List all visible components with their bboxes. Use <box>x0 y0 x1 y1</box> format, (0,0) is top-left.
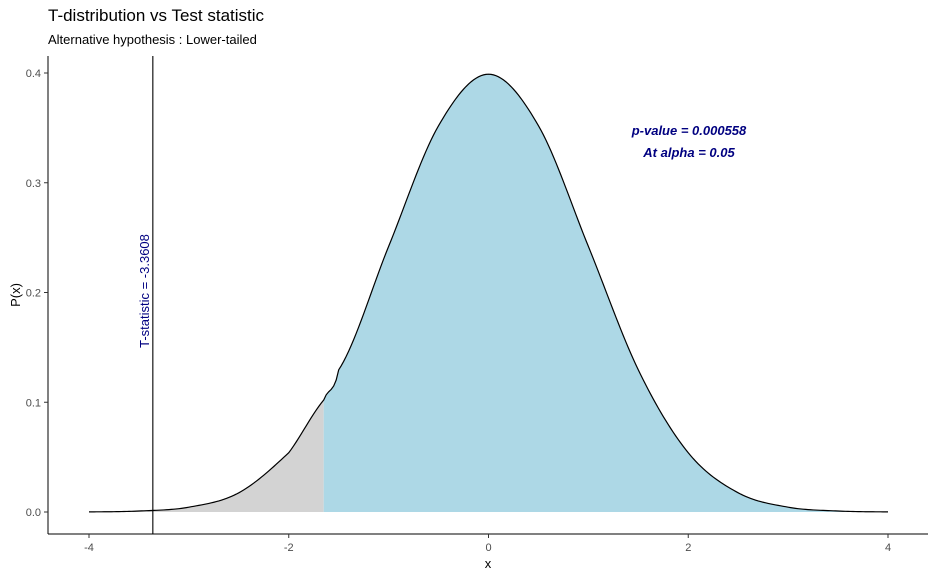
y-tick-label: 0.2 <box>26 288 41 300</box>
chart-subtitle: Alternative hypothesis : Lower-tailed <box>48 32 257 47</box>
y-tick-label: 0.1 <box>26 397 41 409</box>
rejection-region <box>89 400 324 512</box>
axes: -4 -2 0 2 4 0.0 0.1 0.2 0.3 0.4 <box>26 56 928 554</box>
x-tick-label: -4 <box>84 542 94 554</box>
p-value-label: p-value = 0.000558 <box>631 123 747 138</box>
alpha-label: At alpha = 0.05 <box>642 145 735 160</box>
y-tick-label: 0.3 <box>26 178 41 190</box>
acceptance-region <box>323 74 888 513</box>
x-tick-label: 0 <box>485 542 491 554</box>
x-axis-title: x <box>485 556 492 571</box>
y-tick-label: 0.4 <box>26 68 41 80</box>
x-tick-label: 4 <box>885 542 891 554</box>
test-statistic-label: T-statistic = -3.3608 <box>137 234 152 348</box>
y-tick-label: 0.0 <box>26 507 41 519</box>
x-tick-label: -2 <box>284 542 294 554</box>
shaded-regions <box>89 74 888 513</box>
density-curve <box>88 73 889 513</box>
y-axis-title: P(x) <box>8 283 23 307</box>
chart-title: T-distribution vs Test statistic <box>48 6 265 25</box>
x-tick-label: 2 <box>685 542 691 554</box>
